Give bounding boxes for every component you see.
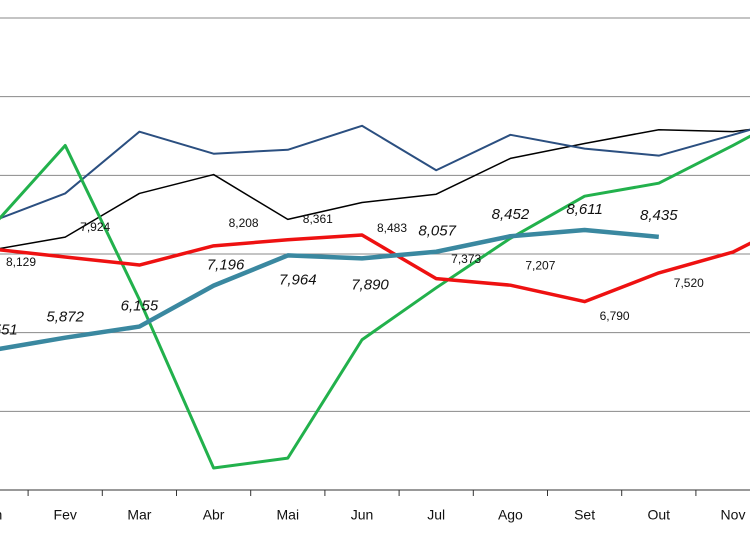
x-tick-label: Abr — [203, 507, 225, 523]
data-label: 6,155 — [121, 298, 159, 315]
x-tick-label: Nov — [721, 507, 746, 523]
x-tick-label: Fev — [54, 507, 77, 523]
series-line — [0, 134, 750, 470]
data-label: 7,890 — [351, 276, 389, 293]
x-tick-label: Mai — [277, 507, 300, 523]
data-label: 8,435 — [640, 207, 678, 224]
data-label: 7,964 — [279, 271, 317, 288]
x-tick-label: Jan — [0, 507, 2, 523]
data-label: 8,483 — [377, 221, 407, 235]
series-line — [0, 227, 660, 352]
data-label: 7,207 — [525, 258, 555, 272]
x-tick-label: Mar — [127, 507, 151, 523]
data-label: 7,924 — [80, 220, 110, 234]
data-label: 5,872 — [46, 309, 84, 326]
data-label: 8,129 — [6, 255, 36, 269]
data-label: 6,790 — [600, 309, 630, 323]
data-label: 8,208 — [229, 216, 259, 230]
x-tick-label: Set — [574, 507, 595, 523]
data-label: 8,452 — [492, 206, 530, 223]
data-label: 7,520 — [674, 276, 704, 290]
x-tick-label: Ago — [498, 507, 523, 523]
data-label: 8,057 — [418, 223, 456, 240]
x-tick-label: Jul — [427, 507, 445, 523]
data-label: 8,361 — [303, 212, 333, 226]
data-label: 7,196 — [207, 257, 245, 274]
series-line — [0, 128, 750, 250]
data-label: 8,611 — [566, 201, 602, 218]
series-line — [0, 124, 750, 220]
x-tick-label: Out — [648, 507, 671, 523]
data-label: 5,551 — [0, 321, 18, 338]
x-tick-label: Jun — [351, 507, 374, 523]
data-label: 7,373 — [451, 252, 481, 266]
